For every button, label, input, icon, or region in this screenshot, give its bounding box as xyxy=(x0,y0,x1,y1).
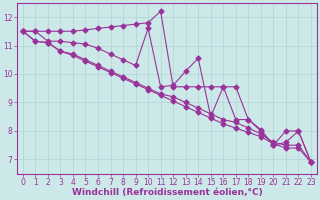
X-axis label: Windchill (Refroidissement éolien,°C): Windchill (Refroidissement éolien,°C) xyxy=(72,188,262,197)
